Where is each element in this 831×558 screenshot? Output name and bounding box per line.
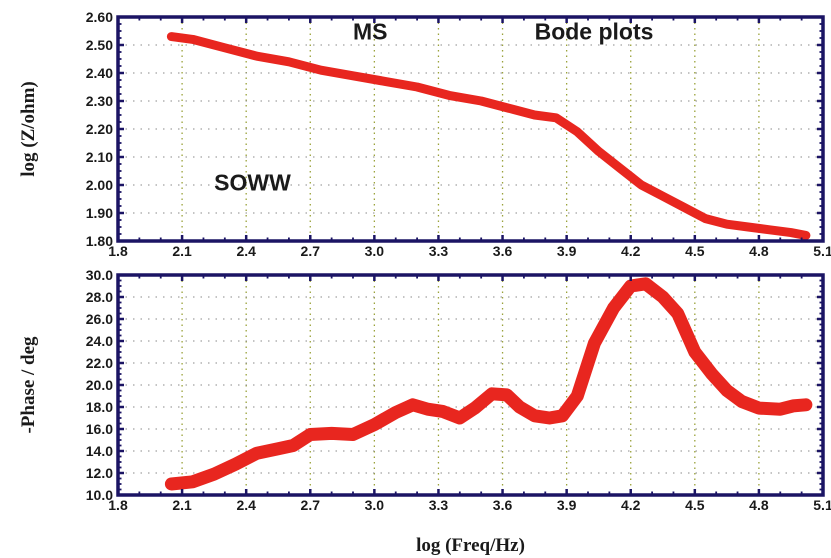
x-tick-label: 4.8 — [749, 243, 769, 259]
x-tick-label: 3.3 — [429, 497, 449, 513]
y-tick-label: 14.0 — [86, 443, 113, 459]
x-tick-label: 2.1 — [172, 243, 192, 259]
y-tick-label: 20.0 — [86, 377, 113, 393]
x-tick-label: 2.7 — [301, 497, 321, 513]
x-tick-label: 1.8 — [108, 497, 128, 513]
x-axis-title: log (Freq/Hz) — [416, 535, 525, 556]
y-tick-label: 2.30 — [86, 93, 113, 109]
y-tick-label: 2.40 — [86, 65, 113, 81]
x-tick-label: 3.0 — [365, 497, 385, 513]
y-tick-label: 28.0 — [86, 289, 113, 305]
y-tick-label: 10.0 — [86, 487, 113, 503]
y-tick-label: 2.20 — [86, 121, 113, 137]
annotation-text: MS — [353, 18, 388, 44]
x-tick-label: 3.9 — [557, 243, 577, 259]
data-series-line — [164, 277, 813, 491]
x-tick-label: 5.1 — [813, 497, 831, 513]
y-tick-label: 16.0 — [86, 421, 113, 437]
panel-impedance: 1.8 2.1 2.4 2.7 3.0 3.3 3.6 3.9 4.2 4.5 4.8 5.1 1.80… — [18, 9, 831, 259]
y-axis-title: -Phase / deg — [18, 336, 39, 434]
x-tick-label: 3.3 — [429, 243, 449, 259]
x-tick-label: 2.1 — [172, 497, 192, 513]
data-series-line — [166, 32, 811, 240]
y-tick-label: 2.60 — [86, 9, 113, 25]
y-tick-label: 26.0 — [86, 311, 113, 327]
y-tick-label: 24.0 — [86, 333, 113, 349]
x-tick-label: 2.7 — [301, 243, 321, 259]
annotation-text: SOWW — [214, 170, 291, 196]
y-tick-label: 2.00 — [86, 177, 113, 193]
y-tick-label: 1.90 — [86, 205, 113, 221]
x-tick-label: 5.1 — [813, 243, 831, 259]
y-tick-label: 1.80 — [86, 233, 113, 249]
x-tick-label: 3.9 — [557, 497, 577, 513]
y-tick-label: 12.0 — [86, 465, 113, 481]
y-axis-title: log (Z/ohm) — [18, 81, 39, 177]
panel-phase: 1.8 2.1 2.4 2.7 3.0 3.3 3.6 3.9 4.2 4.5 4.8 5.1 10.0… — [18, 267, 831, 556]
y-tick-label: 18.0 — [86, 399, 113, 415]
annotation-text: Bode plots — [535, 18, 654, 44]
x-tick-label: 4.2 — [621, 497, 641, 513]
y-tick-label: 22.0 — [86, 355, 113, 371]
x-tick-label: 1.8 — [108, 243, 128, 259]
x-tick-label: 4.8 — [749, 497, 769, 513]
x-tick-label: 3.6 — [493, 243, 513, 259]
x-tick-label: 4.5 — [685, 497, 705, 513]
y-tick-label: 2.10 — [86, 149, 113, 165]
x-tick-label: 4.5 — [685, 243, 705, 259]
x-tick-label: 2.4 — [236, 497, 256, 513]
x-tick-label: 2.4 — [236, 243, 256, 259]
x-tick-label: 4.2 — [621, 243, 641, 259]
x-tick-label: 3.6 — [493, 497, 513, 513]
y-tick-label: 30.0 — [86, 267, 113, 283]
y-tick-label: 2.50 — [86, 37, 113, 53]
x-tick-label: 3.0 — [365, 243, 385, 259]
